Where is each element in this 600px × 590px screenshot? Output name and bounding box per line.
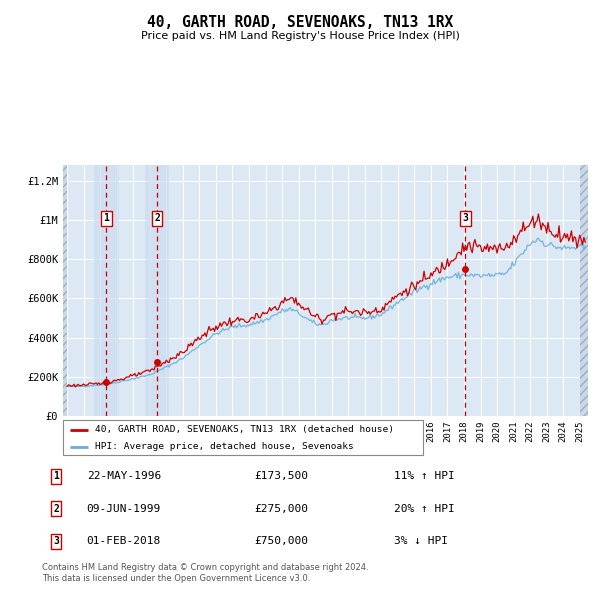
Text: £173,500: £173,500 [254, 471, 308, 481]
Text: 09-JUN-1999: 09-JUN-1999 [86, 504, 161, 514]
FancyBboxPatch shape [63, 420, 423, 455]
Text: Contains HM Land Registry data © Crown copyright and database right 2024.
This d: Contains HM Land Registry data © Crown c… [42, 563, 368, 583]
Text: 3: 3 [53, 536, 59, 546]
Text: 1: 1 [104, 213, 109, 223]
Text: 40, GARTH ROAD, SEVENOAKS, TN13 1RX (detached house): 40, GARTH ROAD, SEVENOAKS, TN13 1RX (det… [95, 425, 394, 434]
Text: 20% ↑ HPI: 20% ↑ HPI [394, 504, 454, 514]
Text: 1: 1 [53, 471, 59, 481]
Text: Price paid vs. HM Land Registry's House Price Index (HPI): Price paid vs. HM Land Registry's House … [140, 31, 460, 41]
Text: 01-FEB-2018: 01-FEB-2018 [86, 536, 161, 546]
Text: 40, GARTH ROAD, SEVENOAKS, TN13 1RX: 40, GARTH ROAD, SEVENOAKS, TN13 1RX [147, 15, 453, 30]
Text: 3: 3 [463, 213, 468, 223]
Text: 3% ↓ HPI: 3% ↓ HPI [394, 536, 448, 546]
Bar [63, 165, 67, 416]
Text: 2: 2 [53, 504, 59, 514]
Text: 2: 2 [154, 213, 160, 223]
Text: £750,000: £750,000 [254, 536, 308, 546]
Text: £275,000: £275,000 [254, 504, 308, 514]
Bar [94, 165, 119, 416]
Text: 22-MAY-1996: 22-MAY-1996 [86, 471, 161, 481]
Text: HPI: Average price, detached house, Sevenoaks: HPI: Average price, detached house, Seve… [95, 442, 354, 451]
Text: 11% ↑ HPI: 11% ↑ HPI [394, 471, 454, 481]
Bar [145, 165, 169, 416]
Bar [580, 165, 588, 416]
